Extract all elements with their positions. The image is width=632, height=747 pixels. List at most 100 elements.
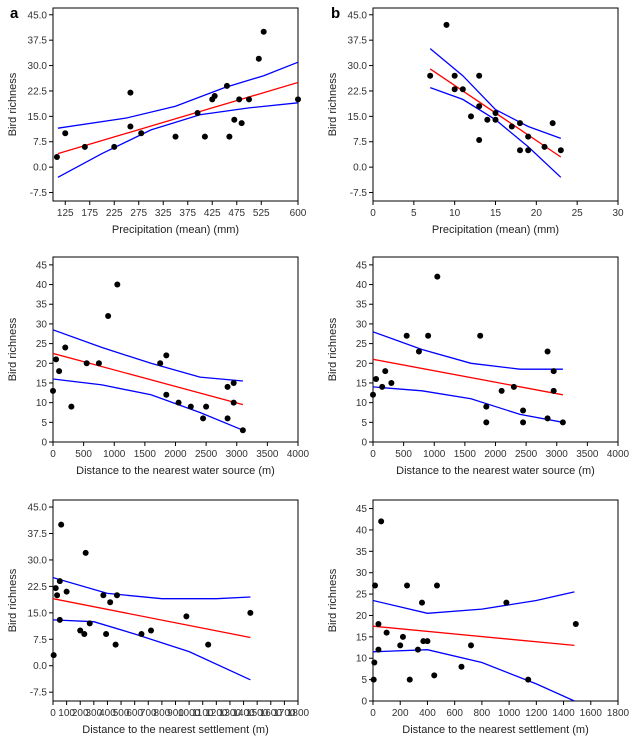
panel-label: b — [331, 5, 340, 22]
chart-panel-4: 0 5 10 15 20 25 30 35 40 45 0 500 1000 1500 2000 2500 30… — [327, 256, 630, 477]
data-point — [224, 415, 231, 422]
x-tick-label: 20 — [531, 208, 543, 219]
data-point — [226, 133, 233, 140]
x-tick-label: 800 — [154, 708, 171, 719]
x-tick-label: 3500 — [576, 449, 599, 460]
data-point — [476, 72, 483, 79]
data-point — [100, 592, 107, 599]
ci-upper-line — [373, 331, 563, 370]
y-tick-label: 45.0 — [348, 10, 368, 21]
y-tick-label: 30 — [36, 319, 48, 330]
data-point — [468, 113, 474, 120]
data-point — [371, 659, 378, 666]
y-tick-label: 5 — [361, 418, 367, 429]
y-tick-label: 0 — [41, 438, 47, 449]
x-tick-label: 0 — [370, 208, 376, 219]
data-point — [397, 642, 404, 649]
x-tick-label: 800 — [474, 708, 491, 719]
x-tick-label: 1500 — [134, 449, 157, 460]
data-point — [163, 391, 170, 398]
data-point — [236, 96, 243, 103]
regression-line — [373, 358, 564, 396]
x-tick-label: 0 — [370, 449, 376, 460]
x-tick-label: 225 — [106, 208, 123, 219]
x-tick-label: 500 — [395, 449, 412, 460]
x-tick-label: 0 — [50, 449, 56, 460]
y-tick-label: 45 — [356, 504, 368, 515]
y-axis-label: Bird richness — [327, 317, 339, 381]
x-tick-label: 4000 — [607, 449, 630, 460]
plot-frame — [52, 499, 299, 702]
data-point — [201, 133, 208, 140]
data-point — [203, 403, 210, 410]
data-point — [557, 147, 564, 154]
ci-upper-line — [53, 576, 251, 600]
x-tick-label: 100 — [58, 708, 75, 719]
x-tick-label: 1400 — [232, 708, 255, 719]
regression-line — [373, 625, 575, 647]
y-tick-label: 30.0 — [28, 61, 48, 72]
data-point — [107, 599, 114, 606]
ci-upper-line — [429, 48, 562, 140]
ci-upper-line — [53, 329, 243, 382]
y-tick-label: 10 — [356, 398, 368, 409]
x-tick-label: 2500 — [195, 449, 218, 460]
data-point — [451, 72, 458, 79]
y-tick-label: 40 — [356, 280, 368, 291]
data-point — [113, 592, 120, 599]
data-point — [378, 518, 385, 525]
y-tick-label: -7.5 — [350, 188, 368, 199]
data-point — [82, 549, 89, 556]
data-point — [81, 143, 88, 150]
y-tick-label: 25 — [356, 590, 368, 601]
y-tick-label: 0.0 — [353, 163, 367, 174]
data-point — [295, 96, 301, 103]
data-point — [520, 407, 527, 414]
y-tick-label: 25 — [36, 339, 48, 350]
data-point — [510, 383, 517, 390]
y-tick-label: 20 — [356, 611, 368, 622]
y-tick-label: 5 — [41, 418, 47, 429]
chart-panel-6: 0 5 10 15 20 25 30 35 40 45 0 200 400 600 800 1000 1200 1… — [327, 499, 630, 736]
data-point — [572, 621, 579, 628]
data-point — [370, 676, 377, 683]
y-tick-label: 30 — [356, 319, 368, 330]
data-point — [382, 368, 389, 375]
x-tick-label: 400 — [99, 708, 116, 719]
y-tick-label: 22.5 — [348, 86, 368, 97]
x-tick-label: 2000 — [484, 449, 507, 460]
y-axis-label: Bird richness — [7, 72, 19, 136]
data-point — [148, 627, 154, 634]
x-tick-label: 3000 — [226, 449, 249, 460]
data-point — [223, 82, 230, 89]
y-tick-label: 15 — [36, 378, 48, 389]
data-point — [375, 621, 382, 628]
data-point — [403, 332, 410, 339]
x-tick-label: 600 — [126, 708, 143, 719]
data-point — [549, 120, 556, 127]
x-tick-label: 1800 — [287, 708, 310, 719]
x-tick-label: 3500 — [256, 449, 279, 460]
y-tick-label: 0 — [361, 438, 367, 449]
x-tick-label: 25 — [572, 208, 584, 219]
x-tick-label: 1200 — [525, 708, 548, 719]
data-point — [550, 368, 557, 375]
y-tick-label: 40 — [356, 525, 368, 536]
x-tick-label: 200 — [72, 708, 89, 719]
data-point — [372, 582, 379, 589]
x-axis-label: Distance to the nearest settlement (m) — [82, 724, 268, 736]
y-axis-label: Bird richness — [327, 568, 339, 632]
chart-panel-2: -7.5 0.0 7.5 15.0 22.5 30.0 37.5 45.0 0 5 10 15 20 25… — [327, 5, 624, 236]
data-point — [476, 137, 483, 144]
y-axis-label: Bird richness — [7, 568, 19, 632]
data-point — [52, 585, 59, 592]
x-tick-label: 2000 — [164, 449, 187, 460]
data-point — [458, 663, 465, 670]
data-point — [498, 387, 505, 394]
data-point — [525, 147, 532, 154]
ci-upper-line — [57, 61, 298, 129]
y-tick-label: 0.0 — [33, 163, 47, 174]
data-point — [50, 387, 56, 394]
data-point — [419, 599, 425, 606]
data-point — [520, 419, 527, 426]
